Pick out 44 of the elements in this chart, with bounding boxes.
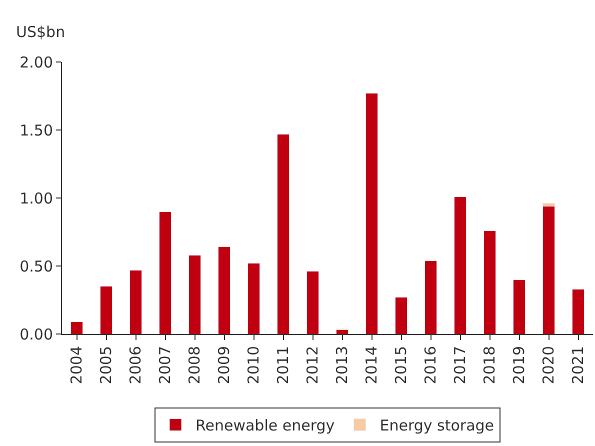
bar <box>484 230 496 334</box>
bar <box>366 93 378 334</box>
y-tick-label: 2.00 <box>20 53 53 72</box>
y-tick-label: 0.00 <box>20 325 53 344</box>
x-tick-label: 2015 <box>392 346 410 384</box>
legend-label: Energy storage <box>380 416 494 435</box>
x-tick-label: 2017 <box>451 346 470 384</box>
legend-label: Renewable energy <box>196 416 335 435</box>
x-tick-label: 2016 <box>422 346 440 384</box>
bar <box>248 263 260 334</box>
x-tick-label: 2009 <box>215 346 234 384</box>
bar <box>336 330 348 334</box>
x-tick-label: 2010 <box>244 346 263 384</box>
x-tick-label: 2004 <box>68 346 86 384</box>
bar <box>513 279 526 334</box>
bar <box>130 270 142 334</box>
bar <box>306 271 319 334</box>
x-tick-label: 2011 <box>274 346 292 384</box>
bar <box>424 260 437 334</box>
bar <box>454 196 466 334</box>
y-axis-title: US$bn <box>16 23 66 41</box>
x-tick-label: 2013 <box>333 346 352 384</box>
y-tick-label: 0.50 <box>20 257 53 276</box>
bar <box>542 206 555 334</box>
x-tick-label: 2007 <box>156 346 174 384</box>
bar <box>218 246 230 334</box>
x-tick-label: 2020 <box>540 346 558 384</box>
bar <box>100 286 112 334</box>
bar <box>277 134 290 334</box>
bar <box>395 297 408 334</box>
bar <box>572 288 584 334</box>
x-tick-label: 2008 <box>186 346 204 384</box>
y-tick-label: 1.50 <box>20 121 53 140</box>
x-tick-label: 2012 <box>304 346 322 384</box>
x-tick-label: 2021 <box>569 346 588 384</box>
x-tick-label: 2019 <box>510 346 528 384</box>
x-tick-label: 2014 <box>362 346 381 384</box>
bar <box>188 254 201 334</box>
bar <box>159 211 172 334</box>
x-tick-label: 2005 <box>97 346 116 384</box>
y-tick-label: 1.00 <box>20 189 53 208</box>
bar <box>70 322 83 334</box>
x-tick-label: 2018 <box>480 346 499 384</box>
x-tick-label: 2006 <box>126 346 145 384</box>
